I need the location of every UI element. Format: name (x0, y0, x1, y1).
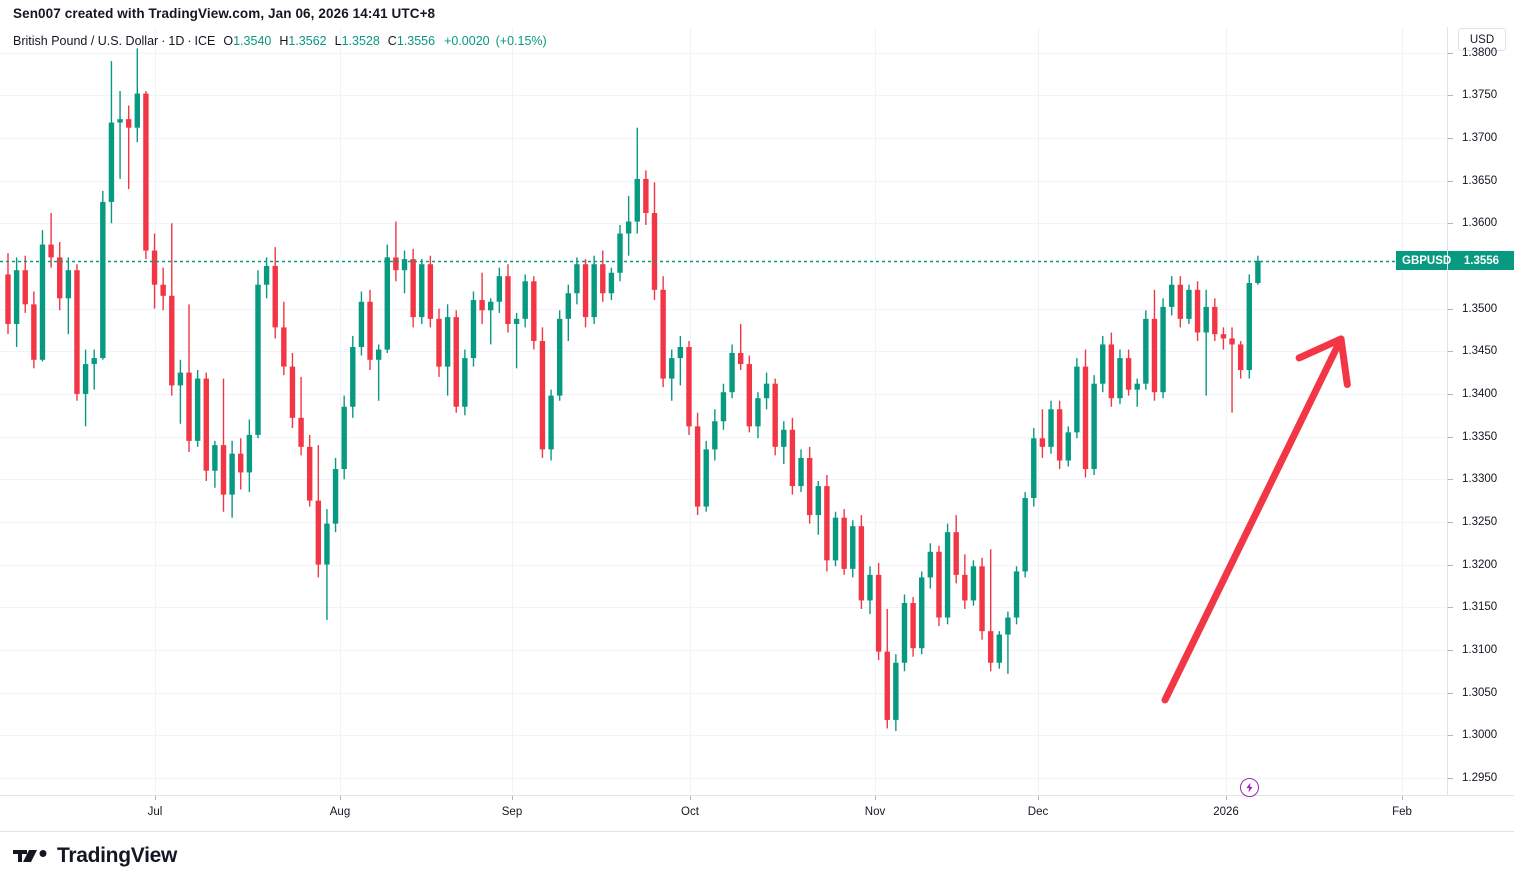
lightning-bolt-icon (1245, 782, 1253, 792)
price-tick: 1.3400 (1448, 387, 1514, 401)
price-tick: 1.3300 (1448, 472, 1514, 486)
price-tick: 1.3350 (1448, 430, 1514, 444)
economic-event-marker[interactable] (1239, 777, 1259, 797)
price-tick: 1.3700 (1448, 131, 1514, 145)
time-axis[interactable]: Jul Aug Sep Oct Nov Dec 2026 Feb (0, 795, 1514, 832)
price-tick: 1.3750 (1448, 88, 1514, 102)
price-tick: 1.3600 (1448, 216, 1514, 230)
tradingview-wordmark: TradingView (57, 844, 178, 867)
price-tick: 1.3450 (1448, 344, 1514, 358)
time-tick: 2026 (1213, 806, 1239, 818)
time-tick: Feb (1392, 806, 1412, 818)
annotation-layer[interactable] (0, 27, 1447, 795)
time-tick-mark (875, 796, 876, 800)
legend-low-value: 1.3528 (341, 34, 380, 48)
price-tick: 1.3200 (1448, 558, 1514, 572)
legend-close: C1.3556 (388, 32, 435, 51)
legend-separator-2: · (187, 34, 192, 48)
current-price-badge: 1.3556 (1448, 251, 1514, 271)
time-tick-mark (1226, 796, 1227, 800)
chart-legend[interactable]: British Pound / U.S. Dollar · 1D · ICE O… (13, 32, 547, 51)
legend-separator-1: · (161, 34, 166, 48)
candlestick-series[interactable] (0, 27, 1447, 795)
symbol-price-tag: GBPUSD (1396, 251, 1451, 271)
price-tick: 1.3050 (1448, 686, 1514, 700)
time-tick-mark (1038, 796, 1039, 800)
current-price-value: 1.3556 (1463, 254, 1500, 267)
time-tick: Nov (864, 806, 886, 818)
legend-high-value: 1.3562 (288, 34, 327, 48)
time-tick-mark (690, 796, 691, 800)
attribution-bar: Sen007 created with TradingView.com, Jan… (0, 0, 1514, 27)
price-tick: 1.3100 (1448, 643, 1514, 657)
price-tick: 1.2950 (1448, 771, 1514, 785)
price-tick: 1.3150 (1448, 600, 1514, 614)
legend-low-label: L (334, 34, 342, 48)
tradingview-logo-icon (13, 849, 47, 862)
grid-layer (0, 27, 1447, 795)
legend-high-label: H (279, 34, 289, 48)
currency-label: USD (1469, 33, 1495, 46)
time-tick-mark (512, 796, 513, 800)
legend-exchange[interactable]: ICE (194, 34, 216, 48)
time-tick: Aug (329, 806, 351, 818)
currency-chip[interactable]: USD (1458, 28, 1506, 51)
time-tick: Oct (681, 806, 699, 818)
time-tick-mark (340, 796, 341, 800)
price-axis[interactable]: USD 1.3556 1.3800 1.3750 1.3700 1.3650 1.360… (1447, 27, 1514, 795)
legend-interval[interactable]: 1D (168, 34, 185, 48)
legend-open-value: 1.3540 (233, 34, 272, 48)
chart-plot-area[interactable] (0, 27, 1447, 795)
legend-open-label: O (223, 34, 234, 48)
legend-low: L1.3528 (335, 32, 380, 51)
tradingview-footer-logo: TradingView (13, 845, 177, 866)
price-tick: 1.3650 (1448, 174, 1514, 188)
price-tick: 1.3500 (1448, 302, 1514, 316)
legend-high: H1.3562 (279, 32, 326, 51)
legend-symbol-name[interactable]: British Pound / U.S. Dollar (13, 34, 159, 48)
time-tick-mark (155, 796, 156, 800)
time-tick: Sep (501, 806, 523, 818)
legend-open: O1.3540 (223, 32, 271, 51)
symbol-price-tag-symbol: GBPUSD (1402, 254, 1452, 267)
legend-change-percent: (+0.15%) (495, 34, 547, 48)
attribution-text: Sen007 created with TradingView.com, Jan… (13, 6, 436, 21)
time-tick: Dec (1027, 806, 1049, 818)
time-tick-mark (1402, 796, 1403, 800)
legend-close-label: C (387, 34, 397, 48)
time-tick: Jul (147, 806, 163, 818)
legend-close-value: 1.3556 (396, 34, 436, 48)
price-tick: 1.3000 (1448, 728, 1514, 742)
legend-change-absolute: +0.0020 (444, 34, 490, 48)
price-tick: 1.3800 (1448, 46, 1514, 60)
price-tick: 1.3250 (1448, 515, 1514, 529)
